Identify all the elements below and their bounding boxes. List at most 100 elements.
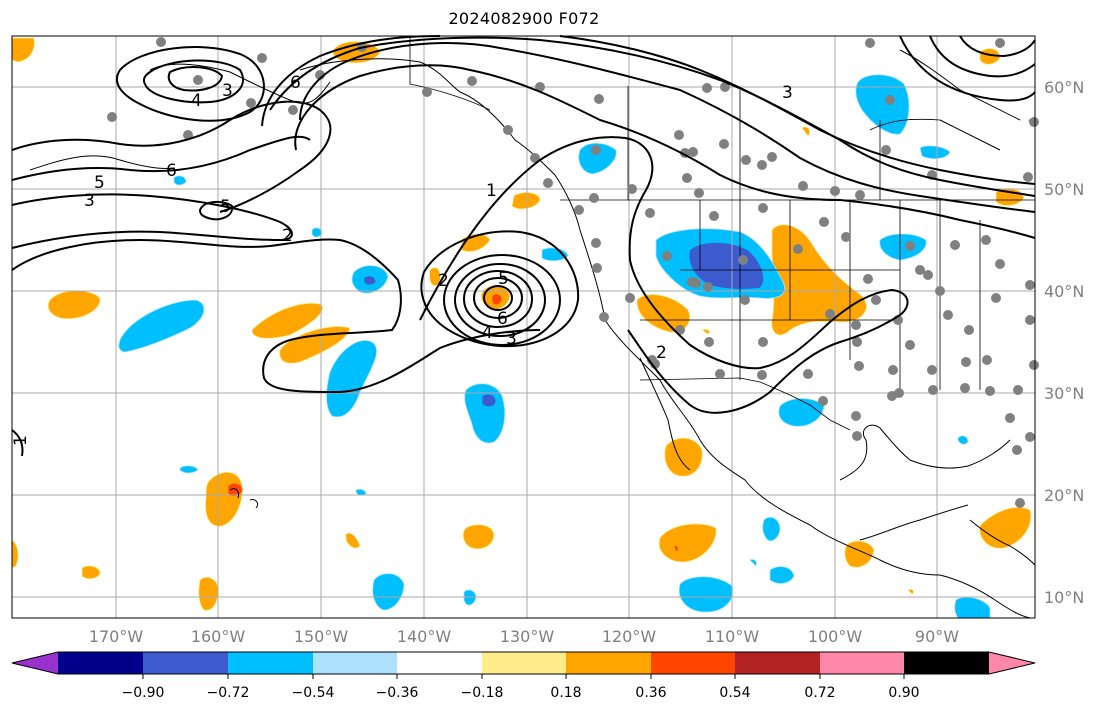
anomaly-area	[658, 523, 717, 563]
anomaly-area	[541, 247, 569, 262]
anomaly-area	[251, 302, 323, 339]
colorbar-segment	[313, 652, 397, 674]
colorbar-segment	[397, 652, 482, 674]
anomaly-area	[979, 48, 1001, 65]
anomaly-area	[173, 175, 187, 186]
anomaly-area	[355, 488, 367, 496]
contour-label: 1	[11, 435, 31, 446]
contour-label: 1	[486, 181, 497, 201]
lon-label: 140°W	[397, 627, 452, 646]
contour-label: 2	[438, 271, 449, 291]
lon-label: 160°W	[191, 627, 246, 646]
anomaly-area	[688, 242, 764, 290]
anomaly-area	[855, 74, 910, 135]
colorbar-tick-label: 0.36	[635, 685, 666, 701]
colorbar-right-extension	[989, 652, 1035, 674]
lat-label: 10°N	[1044, 588, 1084, 607]
borders	[409, 36, 1035, 431]
lat-label: 30°N	[1044, 384, 1084, 403]
contour-label: 3	[782, 83, 793, 103]
contour-label: 6	[290, 73, 301, 93]
anomaly-area	[345, 532, 361, 549]
colorbar-segment	[904, 652, 989, 674]
contour-lines	[11, 35, 1036, 457]
contour-label: 4	[482, 323, 493, 343]
colorbar-segment	[566, 652, 651, 674]
lon-label: 130°W	[500, 627, 555, 646]
lon-label: 120°W	[602, 627, 657, 646]
colorbar-tick-label: −0.54	[292, 685, 335, 701]
anomaly-area	[762, 516, 781, 542]
coastlines	[29, 49, 1036, 619]
anomaly-area	[749, 559, 757, 567]
lon-label: 110°W	[705, 627, 760, 646]
anomaly-area	[481, 393, 497, 408]
anomaly-area	[511, 192, 541, 210]
anomaly-area	[678, 576, 734, 613]
colorbar-tick-label: 0.54	[719, 685, 750, 701]
anomaly-area	[118, 299, 205, 353]
map-panel: 3 4 6 5 6 5 3 2 1 2 5 6 4 3 2 3 1	[11, 35, 1039, 619]
lon-label: 170°W	[89, 627, 144, 646]
anomaly-area	[11, 539, 19, 569]
contour-label: 3	[506, 329, 517, 349]
anomaly-area	[919, 145, 951, 160]
colorbar-tick-label: −0.72	[207, 685, 250, 701]
contour-label: 2	[656, 343, 667, 363]
colorbar-ticks	[142, 674, 905, 679]
colorbar-left-extension	[12, 652, 58, 674]
contour-label: 6	[497, 309, 508, 329]
anomaly-area	[769, 566, 795, 584]
anomaly-area	[462, 524, 495, 550]
anomaly-area	[463, 589, 477, 606]
anomaly-area	[11, 37, 35, 63]
anomaly-area	[578, 142, 617, 175]
colorbar: −0.90 −0.72 −0.54 −0.36 −0.18 0.18 0.36 …	[11, 651, 1036, 701]
contour-label: 4	[191, 91, 202, 111]
colorbar-segment	[143, 652, 228, 674]
anomaly-area	[311, 227, 323, 238]
colorbar-tick-label: 0.72	[804, 685, 835, 701]
contour-label: 5	[94, 173, 105, 193]
lat-label: 40°N	[1044, 282, 1084, 301]
anomaly-area	[179, 465, 199, 474]
colorbar-segment	[58, 652, 143, 674]
anomaly-area	[363, 275, 377, 286]
lon-label: 100°W	[808, 627, 863, 646]
lon-label: 90°W	[915, 627, 959, 646]
anomaly-area	[778, 398, 825, 427]
contour-labels: 3 4 6 5 6 5 3 2 1 2 5 6 4 3 2 3 1	[11, 73, 793, 446]
colorbar-segment	[651, 652, 735, 674]
contour-label: 6	[166, 161, 177, 181]
map-title: 2024082900 F072	[448, 9, 600, 28]
lat-label: 60°N	[1044, 78, 1084, 97]
anomaly-area	[326, 340, 377, 418]
contour-label: 2	[282, 226, 293, 246]
longitude-labels: 170°W 160°W 150°W 140°W 130°W 120°W 110°…	[89, 627, 959, 646]
anomaly-area	[957, 435, 969, 445]
lon-label: 150°W	[294, 627, 349, 646]
anomaly-area	[701, 329, 710, 335]
anomaly-area	[979, 507, 1032, 549]
colorbar-segment	[228, 652, 313, 674]
colorbar-tick-label: −0.36	[376, 685, 419, 701]
anomaly-area	[81, 565, 101, 580]
colorbar-tick-label: 0.18	[550, 685, 581, 701]
anomaly-area	[279, 326, 351, 364]
contour-label: 5	[220, 197, 231, 217]
contour-label: 3	[222, 81, 233, 101]
colorbar-tick-label: 0.90	[888, 685, 919, 701]
latitude-labels: 60°N 50°N 40°N 30°N 20°N 10°N	[1044, 78, 1084, 607]
anomaly-area	[673, 545, 679, 553]
colorbar-tick-label: −0.90	[122, 685, 165, 701]
contour-label: 3	[84, 191, 95, 211]
anomaly-area	[879, 233, 927, 261]
colorbar-segment	[820, 652, 904, 674]
anomaly-area	[372, 573, 405, 611]
colorbar-segment	[735, 652, 820, 674]
anomaly-area	[491, 293, 503, 306]
colorbar-segment	[482, 652, 566, 674]
anomaly-area	[664, 437, 703, 477]
colorbar-tick-label: −0.18	[461, 685, 504, 701]
